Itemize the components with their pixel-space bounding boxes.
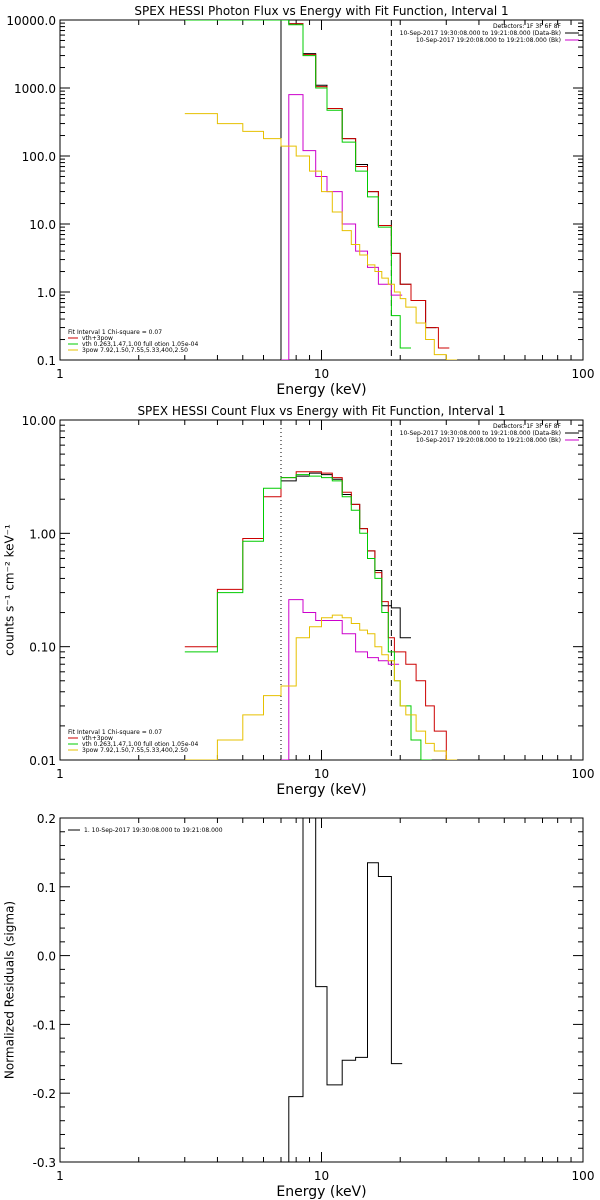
- chart-panel-2: 1 10 100 0.01 0.10 1.00 10.00 SPEX HESSI Count …: [3, 404, 595, 798]
- series-line: [184, 20, 411, 349]
- plot-frame: [59, 817, 584, 1163]
- legend-top-item: 10-Sep-2017 19:30:08.000 to 19:21:08.000…: [400, 30, 561, 37]
- y-tick-label: 10.00: [22, 414, 56, 428]
- legend-top-item: Detectors: 1F 3F 6F 8F: [493, 23, 562, 30]
- legend-bottom-item: vth 0.263,1.47,1.00 full otion 1.05e-04: [82, 341, 198, 348]
- plot-frame: [59, 419, 584, 761]
- series-line: [281, 20, 437, 329]
- legend-top-item: 10-Sep-2017 19:30:08.000 to 19:21:08.000…: [400, 430, 561, 437]
- x-axis-label: Energy (keV): [276, 1184, 366, 1200]
- x-tick-label: 10: [314, 767, 329, 781]
- x-tick-label: 1: [56, 767, 64, 781]
- legend-bottom-item: 3pow 7.92,1.50,7.55,5.33,400,2.50: [82, 747, 188, 754]
- x-tick-label: 100: [572, 1169, 595, 1183]
- chart-panel-3: 1 10 100 -0.3 -0.2 -0.1 0.0 0.1 0.2 Energy (keV) N…: [3, 812, 595, 1200]
- plot-area: [184, 420, 458, 760]
- y-tick-label: 0.01: [29, 754, 56, 768]
- legend-top-item: 1. 10-Sep-2017 19:30:08.000 to 19:21:08.…: [84, 827, 223, 834]
- legend-bottom-item: Fit Interval 1 Chi-square = 0.07: [68, 329, 162, 336]
- legend-bottom-item: vth+3pow: [82, 735, 113, 742]
- legend-top-item: 10-Sep-2017 19:20:08.000 to 19:21:08.000…: [416, 437, 561, 444]
- y-tick-label: 1.0: [37, 286, 56, 300]
- y-tick-label: 0.1: [37, 881, 56, 895]
- x-axis-label: Energy (keV): [276, 782, 366, 798]
- series-line: [281, 94, 403, 360]
- x-tick-label: 100: [572, 367, 595, 381]
- x-axis-label: Energy (keV): [276, 382, 366, 398]
- y-tick-label: 10000.0: [6, 14, 56, 28]
- series-line: [281, 818, 403, 1162]
- legend-bottom-item: vth+3pow: [82, 335, 113, 342]
- legend-bottom-item: Fit Interval 1 Chi-square = 0.07: [68, 729, 162, 736]
- chart-panel-1: 1 10 100 0.1 1.0 10.0 100.0 1000.0 10000.0 SPEX H…: [6, 4, 594, 398]
- y-tick-label: 1000.0: [14, 82, 56, 96]
- x-tick-label: 100: [572, 767, 595, 781]
- plot-area: [281, 818, 403, 1162]
- y-tick-label: 0.10: [29, 641, 56, 655]
- chart-title: SPEX HESSI Count Flux vs Energy with Fit…: [137, 404, 505, 418]
- series-line: [184, 474, 432, 760]
- y-tick-label: 1.00: [29, 527, 56, 541]
- series-line: [184, 614, 458, 760]
- y-tick-label: 0.0: [37, 950, 56, 964]
- series-line: [288, 23, 450, 349]
- legend-bottom-item: 3pow 7.92,1.50,7.55,5.33,400,2.50: [82, 347, 188, 354]
- y-tick-label: 10.0: [29, 218, 56, 232]
- plot-area: [184, 20, 458, 360]
- y-tick-label: -0.1: [33, 1018, 56, 1032]
- y-tick-label: 0.1: [37, 354, 56, 368]
- x-tick-label: 10: [314, 1169, 329, 1183]
- legend-top-item: 10-Sep-2017 19:20:08.000 to 19:21:08.000…: [416, 37, 561, 44]
- y-axis-label: Normalized Residuals (sigma): [3, 901, 17, 1079]
- chart-title: SPEX HESSI Photon Flux vs Energy with Fi…: [134, 4, 508, 18]
- y-tick-label: -0.3: [33, 1156, 56, 1170]
- series-line: [184, 113, 458, 360]
- series-line: [281, 599, 400, 760]
- x-tick-label: 10: [314, 367, 329, 381]
- y-tick-label: -0.2: [33, 1087, 56, 1101]
- legend-bottom-item: vth 0.263,1.47,1.00 full otion 1.05e-04: [82, 741, 198, 748]
- legend-top-item: Detectors: 1F 3F 6F 8F: [493, 423, 562, 430]
- x-tick-label: 1: [56, 367, 64, 381]
- x-tick-label: 1: [56, 1169, 64, 1183]
- y-tick-label: 0.2: [37, 812, 56, 826]
- y-axis-label: counts s⁻¹ cm⁻² keV⁻¹: [3, 524, 17, 656]
- y-tick-label: 100.0: [22, 150, 56, 164]
